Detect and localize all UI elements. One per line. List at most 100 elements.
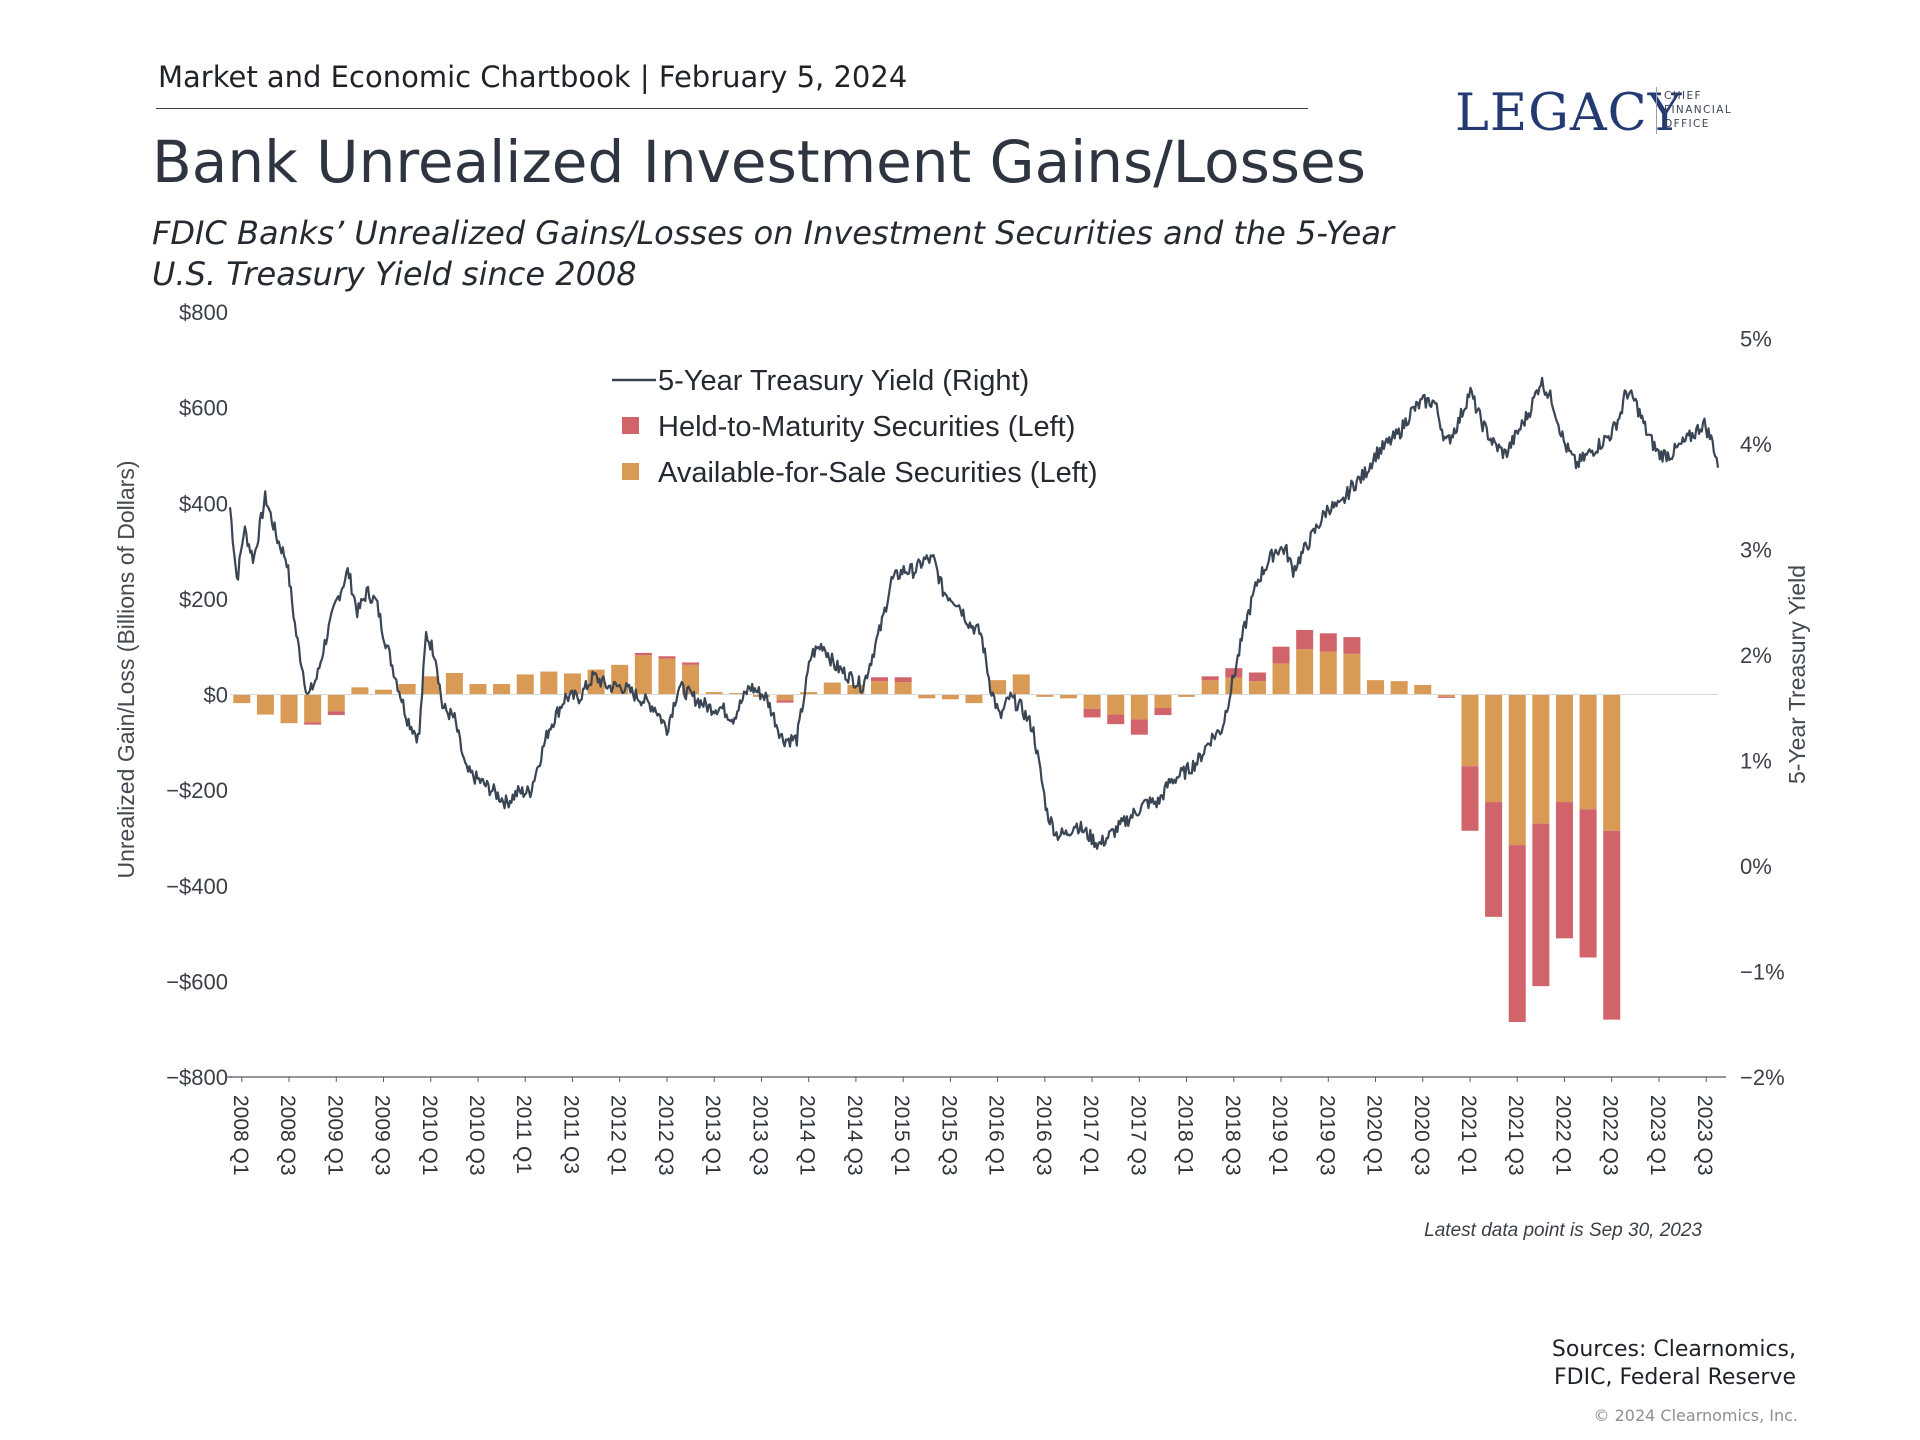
afs-bar [540,671,558,695]
htm-bar [682,662,700,665]
x-tick-label: 2011 Q3 [559,1095,582,1174]
afs-bar [729,693,747,695]
x-tick-label: 2008 Q3 [276,1095,299,1176]
afs-bar [941,694,959,700]
htm-bar [634,652,652,656]
htm-bar [1343,637,1361,654]
afs-bar [1579,694,1597,810]
legend-item-label: Available-for-Sale Securities (Left) [658,457,1098,489]
logo-subtitle: CHIEF FINANCIAL OFFICE [1664,89,1732,131]
afs-bar [1555,694,1573,803]
x-tick-label: 2013 Q3 [748,1095,771,1176]
x-tick-label: 2019 Q1 [1268,1095,1291,1176]
y-tick-label: $200 [179,587,228,612]
y2-tick-label: 5% [1740,326,1772,351]
afs-bar [1036,694,1054,697]
x-tick-label: 2015 Q1 [890,1095,913,1176]
afs-bar [1225,677,1243,695]
chart-subtitle: FDIC Banks’ Unrealized Gains/Losses on I… [152,214,1395,293]
legend-afs-swatch [622,463,639,480]
afs-bar [1367,680,1385,695]
x-tick-label: 2017 Q3 [1126,1095,1149,1176]
y2-tick-label: 2% [1740,643,1772,668]
y-tick-label: $0 [204,683,228,708]
htm-bar [1107,714,1125,725]
htm-bar [1603,830,1621,1020]
htm-bar [304,722,322,725]
x-tick-label: 2018 Q3 [1221,1095,1244,1176]
afs-bar [1414,684,1432,695]
sources-note: Sources: Clearnomics, FDIC, Federal Rese… [1552,1336,1796,1392]
afs-bar [800,692,818,695]
afs-bar [1532,694,1550,824]
x-tick-label: 2013 Q1 [701,1095,724,1176]
logo-subtitle-line: OFFICE [1664,118,1710,130]
htm-bar [658,656,676,659]
x-tick-label: 2010 Q3 [465,1095,488,1176]
afs-bar [1272,663,1290,695]
htm-bar [1083,708,1101,718]
afs-bar [233,694,251,704]
logo-subtitle-line: FINANCIAL [1664,104,1733,116]
afs-bar [422,676,440,695]
x-tick-label: 2016 Q3 [1032,1095,1055,1176]
afs-bar [1178,694,1196,697]
htm-bar [894,677,912,683]
sources-line: FDIC, Federal Reserve [1554,1365,1796,1390]
x-tick-label: 2010 Q1 [418,1095,441,1176]
y-tick-label: $800 [179,300,228,325]
logo-wordmark: LEGACY [1455,84,1683,143]
latest-data-note: Latest data point is Sep 30, 2023 [1424,1220,1702,1241]
afs-bar [1248,681,1266,695]
x-tick-label: 2011 Q1 [512,1095,535,1174]
afs-bar [1107,694,1125,715]
afs-bar [1603,694,1621,831]
y2-tick-label: 4% [1740,432,1772,457]
legend-item-label: Held-to-Maturity Securities (Left) [658,411,1075,443]
x-tick-label: 2014 Q1 [796,1095,819,1176]
htm-bar [1130,719,1148,735]
y2-tick-label: −2% [1740,1065,1785,1090]
afs-bar [1059,694,1077,699]
htm-bar [1272,646,1290,664]
afs-bar [705,692,723,695]
afs-bar [1296,649,1314,695]
x-tick-label: 2021 Q1 [1457,1095,1480,1176]
y2-axis-title: 5-Year Treasury Yield [1784,565,1810,784]
htm-bar [1154,707,1172,716]
htm-bar [1532,823,1550,987]
x-tick-label: 2022 Q3 [1599,1095,1622,1176]
afs-bar [1485,694,1503,803]
afs-bar [1390,681,1408,695]
afs-bar [469,683,487,695]
y-tick-label: −$400 [166,874,228,899]
x-tick-label: 2019 Q3 [1315,1095,1338,1176]
x-tick-label: 2014 Q3 [843,1095,866,1176]
htm-bar [1461,766,1479,831]
y-tick-label: −$600 [166,969,228,994]
afs-bar [1130,694,1148,720]
afs-bar [351,687,369,695]
afs-bar [398,683,416,695]
afs-bar [1012,674,1030,695]
htm-bar [1508,845,1526,1023]
afs-bar [918,694,936,699]
legend-item-label: 5-Year Treasury Yield (Right) [658,365,1029,397]
y-tick-label: −$200 [166,778,228,803]
afs-bar [658,658,676,695]
x-tick-label: 2008 Q1 [229,1095,252,1176]
afs-bar [611,664,629,695]
x-tick-label: 2023 Q3 [1693,1095,1716,1176]
logo-subtitle-line: CHIEF [1664,90,1702,102]
htm-bar [327,711,345,716]
x-tick-label: 2023 Q1 [1646,1095,1669,1176]
x-tick-label: 2012 Q3 [654,1095,677,1176]
y-tick-label: $400 [179,491,228,516]
x-tick-label: 2012 Q1 [607,1095,630,1176]
htm-bar [1225,668,1243,678]
x-tick-label: 2016 Q1 [985,1095,1008,1176]
afs-bar [327,694,345,712]
htm-bar [776,700,794,703]
afs-bar [563,673,581,695]
afs-bar [256,694,274,715]
